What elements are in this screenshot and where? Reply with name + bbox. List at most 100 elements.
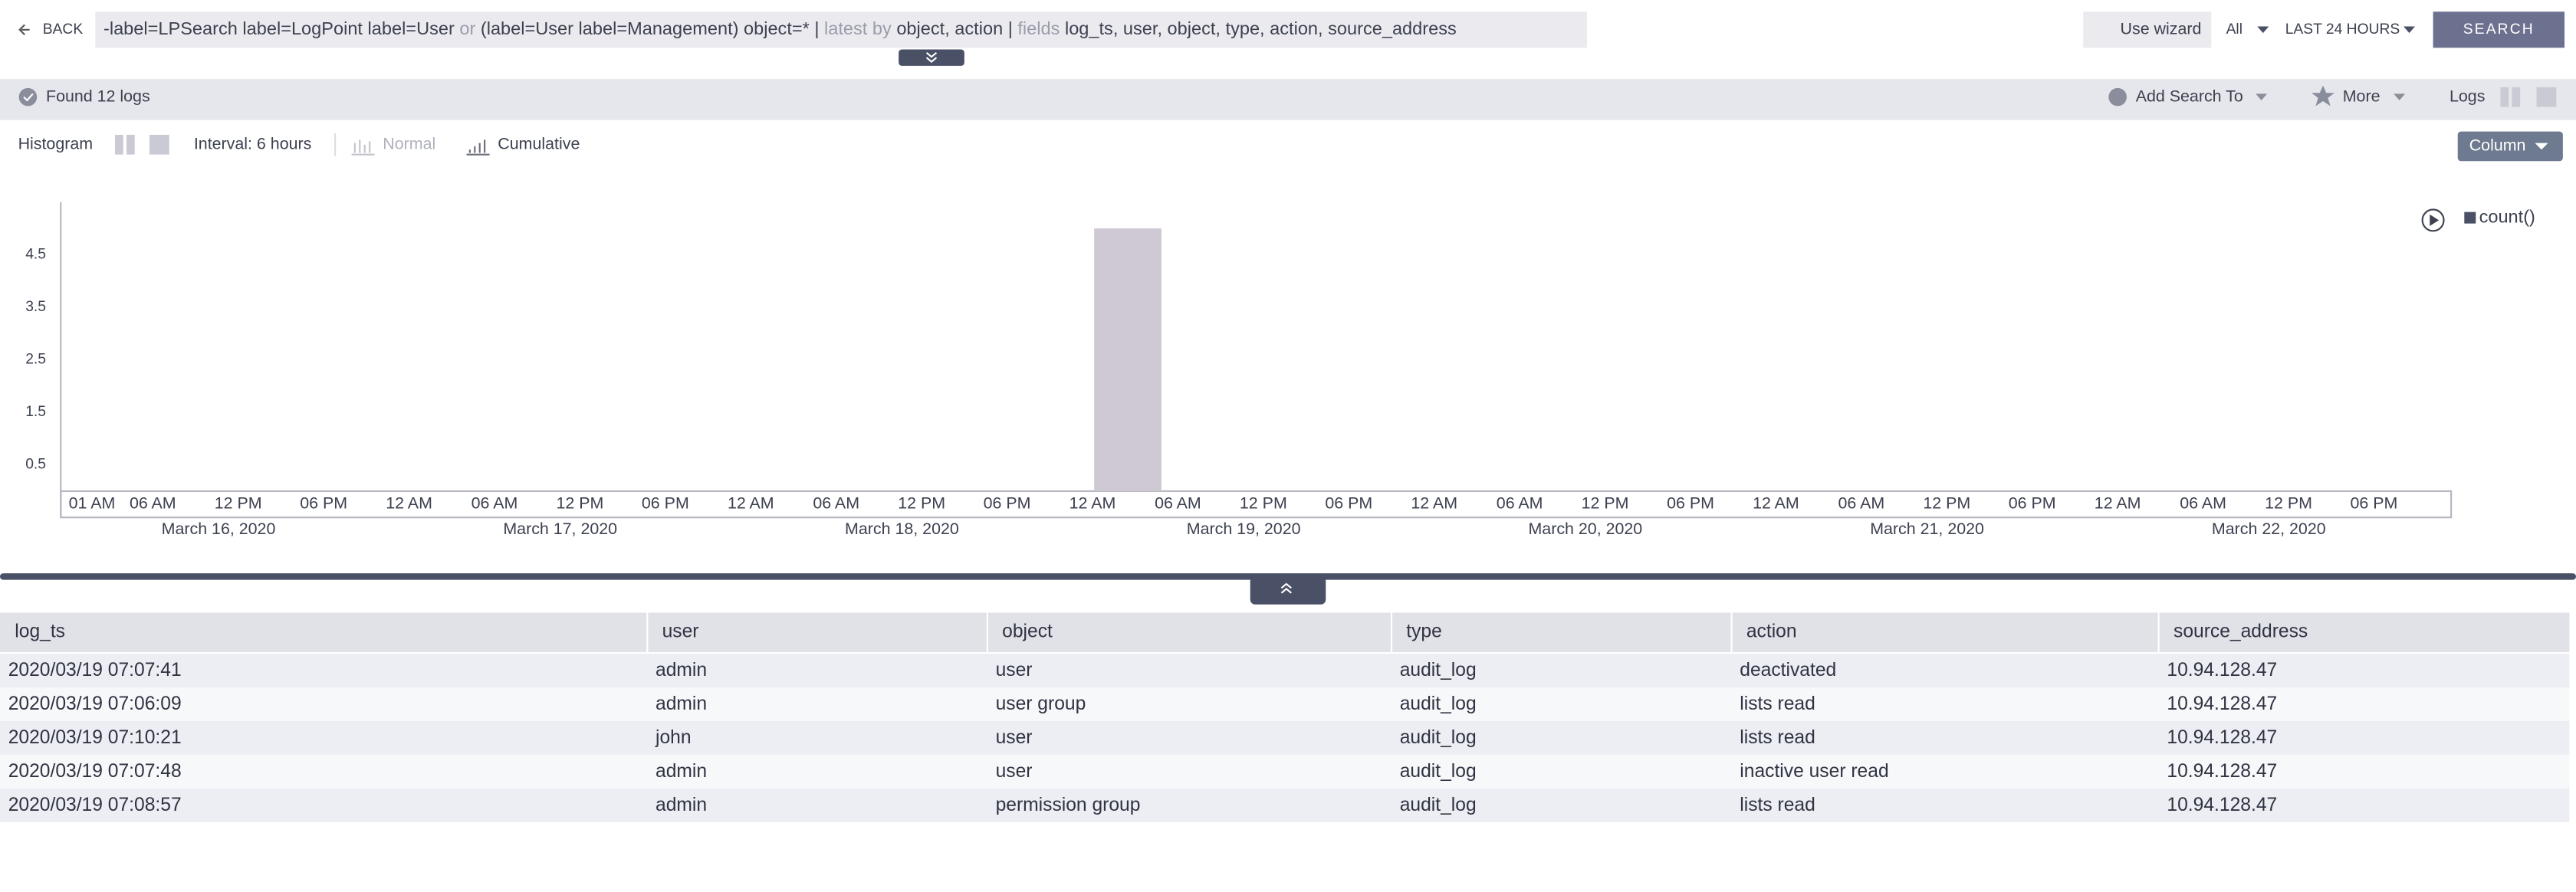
add-icon [2108, 87, 2127, 107]
table-cell: john [655, 727, 692, 748]
x-tick-label: 12 AM [1753, 494, 1799, 513]
x-tick-label: 06 AM [1497, 494, 1543, 513]
check-icon [18, 87, 38, 107]
table-row [0, 788, 2570, 822]
x-tick-label: 12 PM [1240, 494, 1287, 513]
x-tick-label: 06 AM [1838, 494, 1885, 513]
column-header[interactable]: type [1406, 621, 1442, 642]
add-search-button[interactable]: Add Search To [2136, 87, 2243, 105]
query-box[interactable] [95, 11, 1587, 48]
x-tick-label: 06 AM [1155, 494, 1201, 513]
histogram: 0.5 1.5 2.5 3.5 4.5 01 AM 06 AM 12 PM 06 PM 12 AM… [25, 206, 2535, 538]
table-cell: admin [656, 761, 707, 782]
wizard-button[interactable] [2083, 11, 2212, 48]
layout-icon[interactable] [2512, 87, 2521, 107]
layout-icon[interactable] [2536, 87, 2557, 107]
table-cell: lists read [1740, 795, 1815, 815]
column-header[interactable]: action [1746, 621, 1797, 642]
search-button[interactable] [2433, 11, 2564, 48]
y-tick-label: 4.5 [25, 246, 46, 262]
cumulative-icon [466, 139, 490, 156]
table-cell: inactive user read [1740, 761, 1888, 782]
more-button[interactable]: More [2343, 87, 2380, 105]
date-label: March 22, 2020 [2212, 520, 2326, 538]
play-icon [2430, 214, 2440, 226]
x-tick-label: 06 PM [1325, 494, 1372, 513]
column-header[interactable]: user [662, 621, 699, 642]
expand-icon [925, 51, 938, 63]
histogram-label: Histogram [18, 134, 94, 152]
column-header[interactable]: log_ts [15, 621, 65, 642]
table-row [0, 720, 2570, 755]
column-header[interactable]: source_address [2174, 621, 2308, 642]
table-cell: 2020/03/19 07:07:41 [8, 660, 182, 680]
table-cell: 2020/03/19 07:10:21 [8, 727, 182, 748]
normal-option[interactable]: Normal [383, 134, 435, 152]
normal-icon [351, 139, 375, 156]
table-cell: audit_log [1400, 795, 1477, 815]
dropdown-icon [2394, 93, 2406, 100]
check-mark [23, 93, 34, 102]
table-header [0, 612, 2570, 652]
column-header[interactable]: object [1002, 621, 1053, 642]
x-tick-label: 06 PM [2350, 494, 2397, 513]
table-cell: 10.94.128.47 [2167, 727, 2277, 748]
column-button[interactable] [2457, 131, 2563, 162]
date-label: March 20, 2020 [1528, 520, 1642, 538]
x-tick-label: 06 AM [2180, 494, 2226, 513]
query-part: latest by [824, 18, 892, 38]
x-tick-label: 06 PM [642, 494, 689, 513]
toolbar [0, 79, 2576, 120]
table-cell: user [996, 727, 1033, 748]
query-part: (label=User label=Management) object=* | [475, 18, 824, 38]
time-range-select[interactable]: LAST 24 HOURS [2285, 21, 2400, 38]
query-part: fields [1017, 18, 1060, 38]
query-part: or [459, 18, 475, 38]
legend-swatch [2464, 212, 2476, 224]
table-cell: lists read [1740, 727, 1815, 748]
table-cell: user [996, 761, 1033, 782]
table-cell: admin [656, 660, 707, 680]
bar [1094, 228, 1162, 491]
x-tick-label: 12 AM [2095, 494, 2141, 513]
interval-label: Interval: 6 hours [194, 134, 311, 152]
layout-icon[interactable] [2500, 87, 2509, 107]
table-cell: admin [656, 795, 707, 815]
layout-icon[interactable] [127, 134, 135, 155]
log-table: log_ts user object type action source_address… [0, 612, 2570, 822]
date-label: March 19, 2020 [1187, 520, 1301, 538]
legend-label: count() [2479, 206, 2535, 226]
table-cell: 10.94.128.47 [2167, 795, 2277, 815]
cumulative-option[interactable]: Cumulative [498, 134, 580, 152]
collapse-icon [1280, 582, 1292, 594]
table-cell: audit_log [1400, 761, 1477, 782]
back-icon [18, 24, 30, 35]
table-cell: admin [656, 694, 707, 714]
query-part: log_ts, user, object, type, action, sour… [1060, 18, 1456, 38]
star-icon [2312, 85, 2334, 107]
x-tick-label: 06 PM [1667, 494, 1714, 513]
scope-select[interactable]: All [2226, 21, 2242, 38]
table-cell: 10.94.128.47 [2167, 761, 2277, 782]
x-tick-label: 06 AM [130, 494, 176, 513]
dropdown-icon [2404, 26, 2415, 34]
query[interactable]: -label=LPSearch label=LogPoint label=Use… [104, 18, 1457, 38]
y-tick-label: 2.5 [25, 352, 46, 368]
x-tick-label: 06 PM [2009, 494, 2056, 513]
layout-icon[interactable] [115, 134, 123, 155]
x-tick-label: 12 PM [898, 494, 945, 513]
x-tick-label: 12 AM [728, 494, 774, 513]
found-count: Found 12 logs [46, 87, 150, 105]
x-tick-label: 12 PM [556, 494, 603, 513]
back-button[interactable]: BACK [43, 21, 84, 38]
play-button[interactable] [2421, 208, 2445, 232]
table-cell: 10.94.128.47 [2167, 694, 2277, 714]
x-tick-label: 06 AM [813, 494, 859, 513]
x-tick-label: 12 AM [386, 494, 432, 513]
table-cell: 2020/03/19 07:06:09 [8, 694, 182, 714]
dropdown-icon [2256, 93, 2268, 100]
table-row [0, 687, 2570, 721]
layout-icon[interactable] [150, 134, 169, 155]
date-label: March 21, 2020 [1870, 520, 1984, 538]
